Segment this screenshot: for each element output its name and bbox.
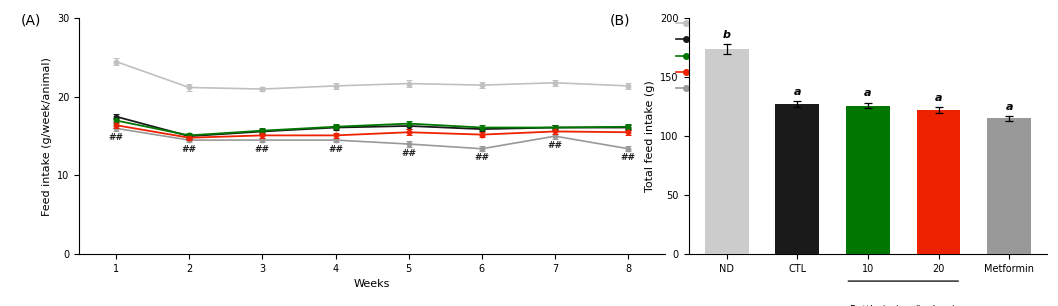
Bar	[846, 106, 890, 254]
Text: ##: ##	[328, 145, 343, 154]
Bar	[776, 104, 819, 254]
Text: ##: ##	[109, 133, 124, 142]
Text: ##: ##	[401, 149, 416, 158]
Text: ##: ##	[182, 145, 197, 154]
Y-axis label: Total feed intake (g): Total feed intake (g)	[644, 80, 655, 192]
Bar	[916, 110, 961, 254]
Text: (B): (B)	[609, 14, 631, 28]
Y-axis label: Feed intake (g/week/animal): Feed intake (g/week/animal)	[41, 57, 52, 216]
X-axis label: Weeks: Weeks	[354, 279, 390, 289]
Text: (A): (A)	[21, 14, 41, 28]
Text: a: a	[794, 87, 801, 97]
Text: a: a	[935, 93, 943, 103]
Text: b: b	[723, 30, 731, 39]
Text: ##: ##	[255, 145, 270, 154]
Text: ##: ##	[548, 141, 563, 150]
Text: a: a	[1005, 102, 1013, 112]
Bar	[987, 118, 1032, 254]
Text: ##: ##	[621, 153, 636, 162]
Text: Rottlerin (mg/kg b.w.): Rottlerin (mg/kg b.w.)	[851, 305, 956, 306]
Bar	[705, 49, 749, 254]
Text: a: a	[864, 88, 872, 99]
Legend: ND, CTL, Rottlerin 10, Rottlerin 20, Metformin: ND, CTL, Rottlerin 10, Rottlerin 20, Met…	[676, 19, 767, 94]
Text: ##: ##	[474, 153, 490, 162]
